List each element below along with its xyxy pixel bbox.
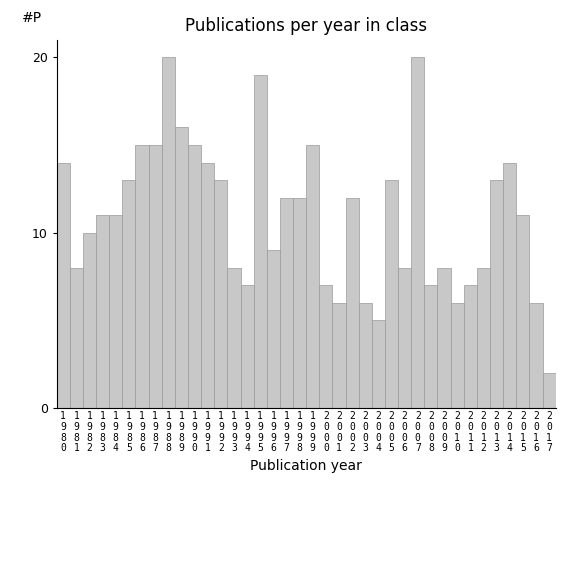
Bar: [57, 163, 70, 408]
Bar: [543, 373, 556, 408]
Bar: [319, 285, 332, 408]
Bar: [253, 75, 267, 408]
Bar: [517, 215, 530, 408]
Bar: [359, 303, 372, 408]
Bar: [530, 303, 543, 408]
Bar: [385, 180, 398, 408]
Bar: [136, 145, 149, 408]
Bar: [96, 215, 109, 408]
Bar: [227, 268, 240, 408]
Bar: [438, 268, 451, 408]
Bar: [188, 145, 201, 408]
Bar: [306, 145, 319, 408]
Bar: [122, 180, 136, 408]
Bar: [83, 232, 96, 408]
Bar: [398, 268, 411, 408]
Bar: [477, 268, 490, 408]
Bar: [214, 180, 227, 408]
Bar: [162, 57, 175, 408]
Bar: [175, 128, 188, 408]
Bar: [490, 180, 503, 408]
Bar: [424, 285, 438, 408]
Bar: [109, 215, 122, 408]
Bar: [372, 320, 385, 408]
Bar: [345, 198, 359, 408]
Bar: [411, 57, 424, 408]
Bar: [451, 303, 464, 408]
Bar: [293, 198, 306, 408]
X-axis label: Publication year: Publication year: [250, 459, 362, 473]
Title: Publications per year in class: Publications per year in class: [185, 18, 428, 35]
Bar: [201, 163, 214, 408]
Bar: [267, 250, 280, 408]
Bar: [280, 198, 293, 408]
Bar: [464, 285, 477, 408]
Bar: [332, 303, 345, 408]
Bar: [503, 163, 517, 408]
Bar: [70, 268, 83, 408]
Y-axis label: #P: #P: [22, 11, 42, 25]
Bar: [240, 285, 253, 408]
Bar: [149, 145, 162, 408]
